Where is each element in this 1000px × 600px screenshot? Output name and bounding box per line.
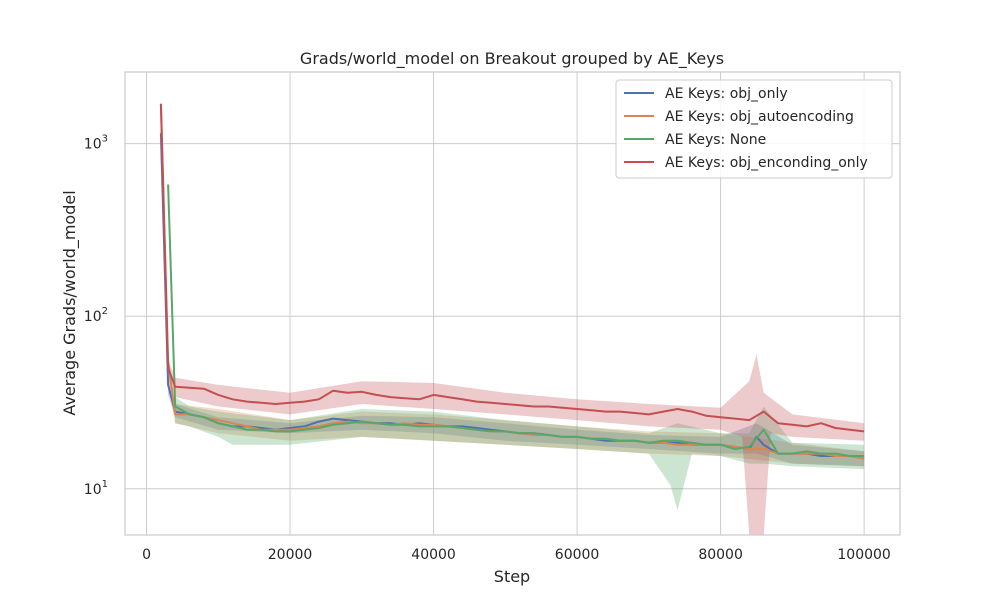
chart-title: Grads/world_model on Breakout grouped by… [300,49,724,69]
legend-label: AE Keys: obj_autoencoding [665,109,854,125]
x-tick-label: 0 [142,547,151,563]
x-tick-label: 20000 [268,547,313,563]
plot-frame [124,71,901,536]
confidence-band [160,101,865,535]
legend: AE Keys: obj_only AE Keys: obj_autoencodi… [615,79,893,179]
x-tick-label: 40000 [411,547,456,563]
legend-label: AE Keys: obj_only [665,86,788,102]
x-axis-label: Step [494,567,530,586]
y-tick-label: 101 [84,479,108,498]
y-tick-label: 103 [84,134,108,153]
x-tick-label: 100000 [837,547,890,563]
series-line [159,103,865,433]
y-tick-label: 102 [84,306,108,325]
confidence-band [160,101,865,467]
series-lines [159,103,865,460]
y-axis-label: Average Grads/world_model [60,190,80,415]
legend-box [615,79,893,179]
legend-label: AE Keys: None [665,132,766,148]
x-axis-ticks: 0 20000 40000 60000 80000 100000 [142,547,891,563]
confidence-band [168,180,865,511]
y-axis-ticks: 101 102 103 [84,134,108,498]
series-line [167,184,865,457]
x-tick-label: 80000 [698,547,743,563]
confidence-bands [160,101,865,535]
x-tick-label: 60000 [555,547,600,563]
legend-label: AE Keys: obj_enconding_only [665,155,868,171]
